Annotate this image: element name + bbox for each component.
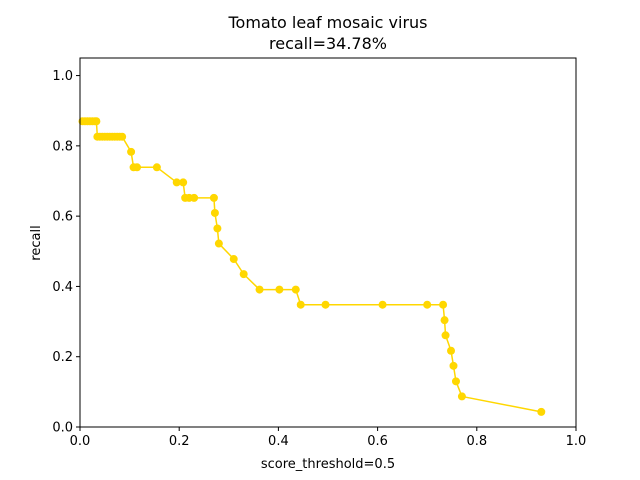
series-layer (78, 117, 546, 416)
x-tick-label: 0.6 (367, 434, 388, 449)
data-point (127, 147, 136, 156)
data-point (133, 163, 142, 172)
data-point (92, 117, 101, 126)
data-point (210, 208, 219, 217)
data-point (275, 285, 284, 294)
x-tick-label: 1.0 (566, 434, 587, 449)
y-tick-label: 0.2 (52, 350, 73, 365)
data-point (152, 163, 161, 172)
data-point (255, 285, 264, 294)
chart-subtitle: recall=34.78% (269, 34, 387, 53)
data-point (239, 270, 248, 279)
data-point (378, 300, 387, 309)
y-axis-label: recall (29, 225, 44, 260)
ticks: 0.0 0.2 0.4 0.6 0.8 1.0 0.0 0.2 0.4 0.6 0.8 1.0 (52, 69, 586, 449)
x-axis-label: score_threshold=0.5 (261, 457, 395, 472)
data-point (118, 132, 127, 141)
y-tick-label: 0.8 (52, 139, 73, 154)
data-point (296, 300, 305, 309)
data-point (423, 300, 432, 309)
data-point (179, 178, 188, 187)
y-tick-label: 0.4 (52, 280, 73, 295)
plot-frame (79, 57, 577, 428)
data-point (439, 300, 448, 309)
data-point (321, 300, 330, 309)
data-point (190, 193, 199, 202)
data-point (457, 392, 466, 401)
data-point (213, 224, 222, 233)
data-point (172, 178, 181, 187)
data-point (449, 361, 458, 370)
data-point (209, 193, 218, 202)
y-tick-label: 0.0 (52, 421, 73, 436)
data-point (229, 255, 238, 264)
data-point (291, 285, 300, 294)
y-tick-label: 0.6 (52, 210, 73, 225)
data-point (451, 377, 460, 386)
data-point (441, 331, 450, 340)
plot-area (80, 58, 576, 427)
chart-title: Tomato leaf mosaic virus (227, 13, 427, 32)
data-point (537, 407, 546, 416)
data-point (440, 316, 449, 325)
data-point (447, 346, 456, 355)
data-point (214, 239, 223, 248)
x-tick-label: 0.4 (268, 434, 289, 449)
x-tick-label: 0.8 (466, 434, 487, 449)
x-tick-label: 0.0 (70, 434, 91, 449)
y-tick-label: 1.0 (52, 69, 73, 84)
x-tick-label: 0.2 (169, 434, 190, 449)
